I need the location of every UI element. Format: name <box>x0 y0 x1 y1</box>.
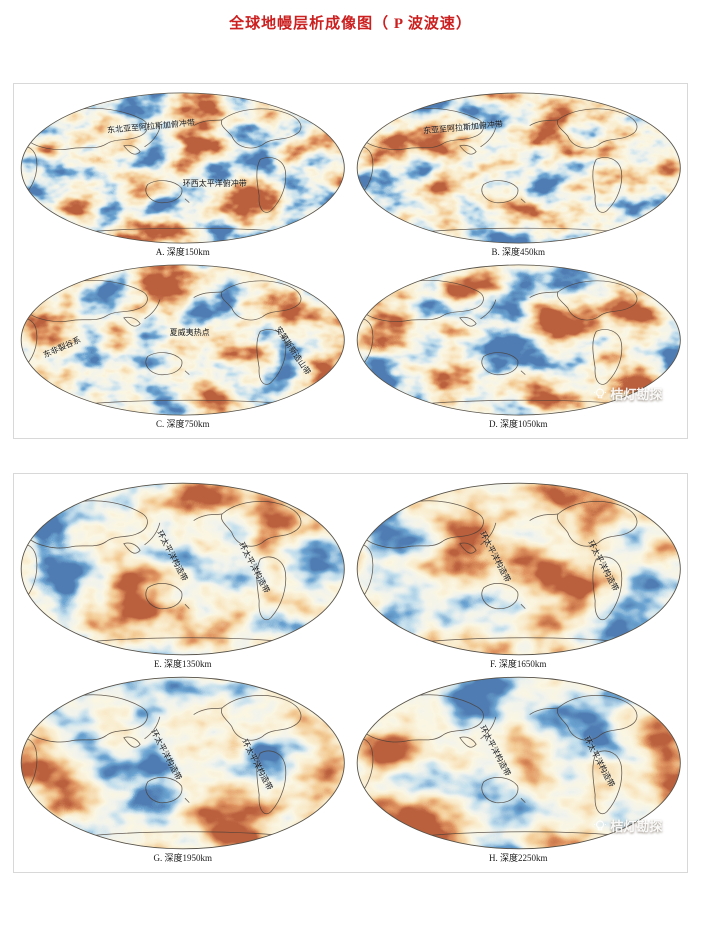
map-caption: H. 深度2250km <box>488 853 548 863</box>
map-caption: E. 深度1350km <box>154 659 212 669</box>
map-image-f[interactable]: 环太平洋构造带 环太平洋构造带 <box>355 481 683 657</box>
watermark-text: 桔灯勘探 <box>610 388 663 404</box>
map-image-d[interactable]: 桔灯勘探 <box>355 263 683 417</box>
map-figure-g: 环太平洋构造带 环太平洋构造带 G. 深度1950km <box>19 675 347 865</box>
map-caption: B. 深度450km <box>491 247 545 257</box>
map-image-b[interactable]: 东亚至阿拉斯加俯冲带 <box>355 91 683 245</box>
tomography-map-g <box>20 676 345 850</box>
tomography-map-c <box>20 264 345 416</box>
map-image-h[interactable]: 环太平洋构造带 环太平洋构造带 桔灯勘探 <box>355 675 683 851</box>
map-image-g[interactable]: 环太平洋构造带 环太平洋构造带 <box>19 675 347 851</box>
article-page: 全球地幔层析成像图（ P 波波速） 东北亚至阿拉斯加俯冲带 环西太平洋俯冲带 A… <box>0 12 701 938</box>
tomography-map-e <box>20 482 345 656</box>
map-figure-f: 环太平洋构造带 环太平洋构造带 F. 深度1650km <box>355 481 683 671</box>
tomography-map-a <box>20 92 345 244</box>
tomography-map-d <box>356 264 681 416</box>
watermark-text: 桔灯勘探 <box>610 820 663 836</box>
map-image-e[interactable]: 环太平洋构造带 环太平洋构造带 <box>19 481 347 657</box>
tomography-map-b <box>356 92 681 244</box>
figure-panel-2: 环太平洋构造带 环太平洋构造带 E. 深度1350km 环太平洋构造带 环太平洋… <box>13 473 688 873</box>
map-figure-a: 东北亚至阿拉斯加俯冲带 环西太平洋俯冲带 A. 深度150km <box>19 91 347 259</box>
map-caption: D. 深度1050km <box>488 419 548 429</box>
watermark: 桔灯勘探 <box>593 384 662 403</box>
map-figure-h: 环太平洋构造带 环太平洋构造带 桔灯勘探 H. 深度2250km <box>355 675 683 865</box>
map-image-c[interactable]: 东非裂谷系 夏威夷热点 安第斯新造山带 <box>19 263 347 417</box>
tomography-map-h <box>356 676 681 850</box>
map-caption: G. 深度1950km <box>153 853 212 863</box>
map-caption: C. 深度750km <box>155 419 210 429</box>
figure-panel-1: 东北亚至阿拉斯加俯冲带 环西太平洋俯冲带 A. 深度150km 东亚至阿拉斯加俯… <box>13 83 688 439</box>
page-title: 全球地幔层析成像图（ P 波波速） <box>229 16 472 32</box>
tomography-map-f <box>356 482 681 656</box>
map-caption: A. 深度150km <box>155 247 210 257</box>
watermark: 桔灯勘探 <box>593 816 662 835</box>
map-annotation: 环西太平洋俯冲带 <box>182 178 247 188</box>
map-image-a[interactable]: 东北亚至阿拉斯加俯冲带 环西太平洋俯冲带 <box>19 91 347 245</box>
watermark-lamp-icon <box>594 387 607 399</box>
map-caption: F. 深度1650km <box>490 659 547 669</box>
map-figure-c: 东非裂谷系 夏威夷热点 安第斯新造山带 C. 深度750km <box>19 263 347 431</box>
watermark-lamp-icon <box>594 819 607 831</box>
map-figure-d: 桔灯勘探 D. 深度1050km <box>355 263 683 431</box>
map-annotation: 夏威夷热点 <box>169 327 210 337</box>
map-figure-e: 环太平洋构造带 环太平洋构造带 E. 深度1350km <box>19 481 347 671</box>
map-figure-b: 东亚至阿拉斯加俯冲带 B. 深度450km <box>355 91 683 259</box>
